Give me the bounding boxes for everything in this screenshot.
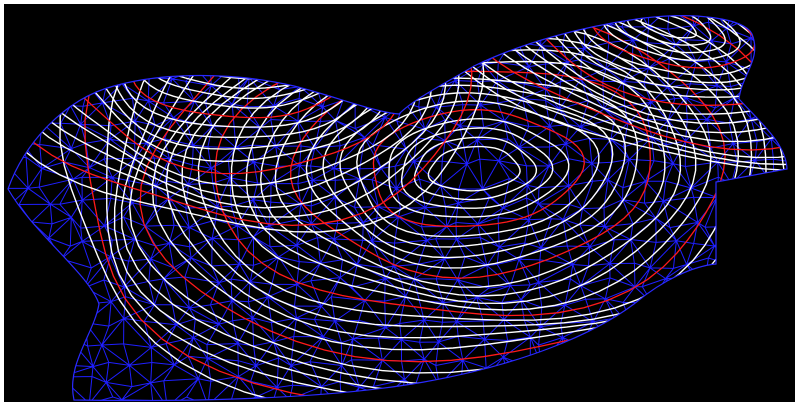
left-hill-contour	[128, 15, 354, 119]
ridge-hill-contour	[546, 15, 787, 91]
central-hill-contour	[388, 117, 570, 218]
central-hill-contour	[245, 36, 697, 305]
left-hill-contour	[8, 15, 473, 227]
terrain-surface-graphic	[7, 15, 788, 402]
central-hill-contour	[305, 77, 639, 269]
central-hill-contour	[413, 136, 538, 201]
ridge-hill-contour	[516, 15, 787, 106]
left-hill-contour	[171, 47, 296, 80]
terrain-viewport[interactable]	[4, 4, 795, 402]
central-hill-contour	[400, 127, 554, 209]
central-hill-contour	[259, 49, 682, 297]
ridge-hill-contour	[487, 15, 787, 125]
central-hill-contour	[105, 15, 787, 401]
central-hill-contour	[274, 60, 666, 288]
ridge-hill-contour	[501, 15, 787, 115]
ridge-hill-contour	[576, 15, 770, 77]
central-hill-contour	[214, 15, 726, 317]
ridge-hill-contour	[531, 15, 787, 98]
ridge-hill-contour	[461, 15, 787, 143]
ridge-hill-contour	[601, 15, 741, 61]
left-hill-contour	[8, 15, 485, 233]
left-hill-contour	[113, 15, 367, 128]
central-hill-contour	[322, 84, 627, 259]
central-hill-contour	[427, 145, 521, 192]
left-hill-contour	[8, 15, 460, 218]
ridge-hill-contour	[640, 15, 697, 39]
ridge-hill-contour	[447, 15, 787, 151]
ridge-hill-contour	[474, 15, 787, 134]
ridge-hill-contour	[590, 15, 756, 69]
ridge-hill-contour	[403, 15, 787, 172]
ridge-hill-contour	[561, 15, 784, 84]
central-hill-contour	[356, 100, 600, 238]
ridge-hill-contour	[614, 15, 727, 54]
central-hill-contour	[372, 109, 585, 227]
central-hill-contour	[290, 70, 651, 279]
central-hill-contour	[230, 25, 712, 311]
ridge-hill-contour	[626, 15, 712, 46]
ridge-hill-contour	[418, 15, 787, 166]
ridge-hill-contour	[433, 15, 787, 159]
